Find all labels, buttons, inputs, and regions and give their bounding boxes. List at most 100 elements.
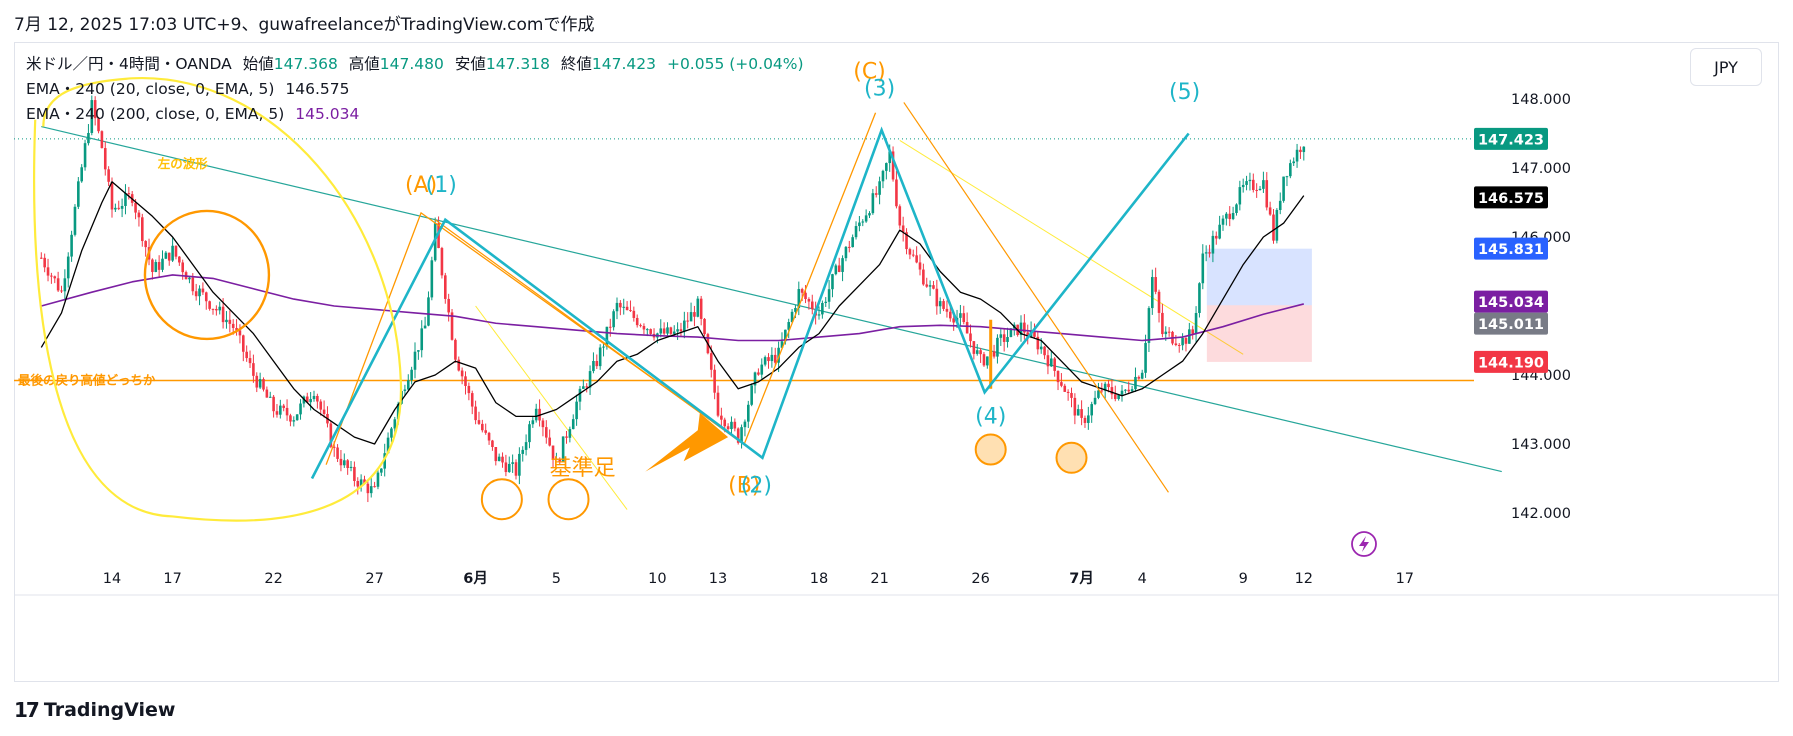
- candle-body: [942, 301, 945, 309]
- candle-body: [693, 312, 696, 317]
- candle-body: [1228, 213, 1232, 220]
- candle-body: [242, 335, 245, 352]
- candle-body: [524, 442, 528, 450]
- candle-body: [464, 376, 467, 386]
- bottom-circle-1: [480, 478, 523, 521]
- candle-body: [231, 323, 235, 328]
- candle-body: [672, 331, 676, 334]
- candle-body: [969, 333, 972, 342]
- candle-body: [925, 284, 929, 287]
- price-tag-label: 145.831: [1478, 242, 1544, 258]
- candle-body: [1137, 376, 1141, 379]
- candle-body: [642, 326, 646, 330]
- candle-body: [423, 325, 427, 329]
- candle-body: [157, 262, 161, 270]
- candle-body: [827, 289, 831, 302]
- x-tick-label: 12: [1295, 571, 1313, 587]
- candle-body: [1009, 328, 1013, 338]
- candle-body: [1272, 214, 1275, 241]
- position-stop-zone: [1206, 305, 1312, 362]
- candle-body: [420, 328, 424, 351]
- legend-ema20-row[interactable]: EMA・240 (20, close, 0, EMA, 5) 146.575: [26, 77, 804, 102]
- candle-body: [1043, 346, 1046, 356]
- candle-body: [309, 399, 312, 403]
- candle-body: [1235, 204, 1238, 213]
- candle-body: [730, 421, 733, 430]
- candle-body: [353, 466, 356, 481]
- candle-body: [878, 181, 881, 195]
- candle-body: [1134, 376, 1137, 390]
- candle-body: [295, 414, 299, 421]
- candle-body: [198, 288, 201, 297]
- x-tick-label: 13: [709, 571, 727, 587]
- candle-body: [393, 419, 397, 429]
- legend-ema200-row[interactable]: EMA・240 (200, close, 0, EMA, 5) 145.034: [26, 102, 804, 127]
- price-tag: [1474, 237, 1548, 260]
- candle-body: [709, 353, 713, 370]
- tradingview-logo[interactable]: 17 TradingView: [14, 698, 175, 722]
- candle-body: [511, 462, 514, 464]
- candle-body: [615, 302, 619, 312]
- candle-body: [1282, 176, 1285, 201]
- candle-body: [1161, 312, 1164, 335]
- impulse-wave-line: [310, 126, 1190, 480]
- candle-body: [53, 276, 57, 279]
- legend-symbol[interactable]: 米ドル／円・4時間・OANDA: [26, 55, 232, 73]
- candle-body: [837, 265, 841, 272]
- candle-body: [592, 360, 595, 372]
- lightning-icon: [1351, 531, 1377, 557]
- candle-body: [807, 299, 811, 302]
- candle-body: [699, 298, 703, 319]
- candle-body: [154, 262, 158, 272]
- candle-body: [831, 274, 834, 290]
- candle-body: [1151, 277, 1154, 309]
- candle-body: [134, 202, 137, 213]
- y-tick-label: 147.000: [1511, 161, 1571, 177]
- ema200-line: [41, 274, 1304, 342]
- candle-body: [945, 308, 949, 312]
- candle-body: [60, 290, 63, 292]
- candle-body: [679, 329, 683, 332]
- currency-button[interactable]: JPY: [1690, 48, 1762, 86]
- candle-body: [211, 308, 215, 310]
- candle-body: [339, 458, 343, 466]
- candle-body: [871, 193, 875, 214]
- price-tag: [1474, 290, 1548, 313]
- candle-body: [804, 292, 807, 300]
- candle-body: [477, 420, 481, 424]
- y-tick-label: 148.000: [1511, 92, 1571, 108]
- candle-body: [1265, 180, 1269, 208]
- candle-body: [975, 350, 979, 354]
- candle-body: [117, 207, 121, 209]
- candle-body: [504, 462, 508, 473]
- candle-body: [430, 260, 434, 298]
- candle-body: [851, 237, 854, 248]
- candle-body: [73, 206, 77, 235]
- candle-body: [800, 289, 804, 293]
- candle-body: [454, 339, 457, 360]
- candle-body: [784, 329, 787, 342]
- candle-body: [938, 301, 942, 307]
- candle-body: [1218, 224, 1221, 239]
- candle-body: [918, 262, 922, 270]
- candle-body: [56, 278, 60, 291]
- wave-label: (5): [1169, 80, 1200, 105]
- candle-body: [669, 327, 673, 334]
- candle-body: [167, 252, 171, 261]
- candle-body: [874, 193, 878, 195]
- candle-body: [70, 234, 73, 257]
- candle-body: [208, 301, 211, 309]
- candle-body: [336, 447, 339, 459]
- candle-body: [915, 255, 918, 263]
- candle-body: [949, 311, 952, 319]
- candle-body: [1120, 390, 1124, 395]
- candle-body: [50, 275, 53, 277]
- candle-body: [1093, 397, 1097, 405]
- price-tag: [1474, 312, 1548, 335]
- candle-body: [410, 369, 413, 381]
- candle-body: [1103, 383, 1107, 391]
- candle-body: [911, 254, 915, 256]
- candle-body: [1070, 392, 1073, 398]
- annotation-text: 左の波形: [157, 156, 209, 171]
